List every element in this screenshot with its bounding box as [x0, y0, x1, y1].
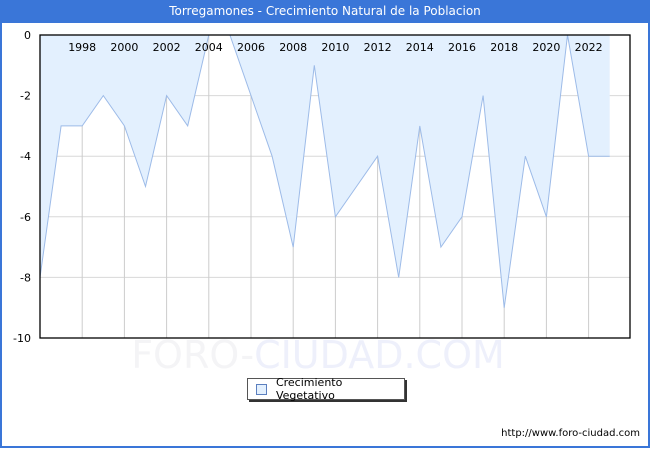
y-tick-label: -4 [20, 150, 31, 163]
x-tick-label: 1998 [68, 41, 96, 54]
legend-label: Crecimiento Vegetativo [275, 376, 343, 402]
x-tick-label: 2014 [406, 41, 434, 54]
plot-border [39, 34, 631, 339]
x-axis-labels: 1998 2000 2002 2004 2006 2008 2010 2012 2014 2016… [68, 41, 602, 54]
x-tick-label: 2004 [195, 41, 223, 54]
svg-text:FORO-CIUDAD.COM: FORO-CIUDAD.COM [131, 333, 505, 377]
x-tick-label: 2010 [321, 41, 349, 54]
x-tick-label: 2006 [237, 41, 265, 54]
x-tick-label: 2018 [490, 41, 518, 54]
legend: Crecimiento Vegetativo [247, 376, 405, 402]
x-tick-label: 2012 [364, 41, 392, 54]
y-tick-label: -10 [13, 332, 31, 345]
y-tick-label: -2 [20, 90, 31, 103]
legend-swatch-icon [256, 383, 267, 395]
x-tick-label: 2002 [153, 41, 181, 54]
y-tick-label: -8 [20, 271, 31, 284]
y-axis-labels: 0 -2 -4 -6 -8 -10 [13, 29, 31, 345]
x-tick-label: 2016 [448, 41, 476, 54]
watermark: FORO-CIUDAD.COM [131, 333, 505, 377]
x-tick-label: 2008 [279, 41, 307, 54]
x-tick-label: 2020 [532, 41, 560, 54]
x-tick-label: 2022 [575, 41, 603, 54]
y-tick-label: -6 [20, 211, 31, 224]
x-tick-label: 2000 [110, 41, 138, 54]
y-tick-label: 0 [24, 29, 31, 42]
chart-title: Torregamones - Crecimiento Natural de la… [0, 0, 650, 23]
area-fill [40, 35, 610, 308]
series-line [39, 34, 610, 308]
source-url: http://www.foro-ciudad.com [501, 428, 640, 439]
